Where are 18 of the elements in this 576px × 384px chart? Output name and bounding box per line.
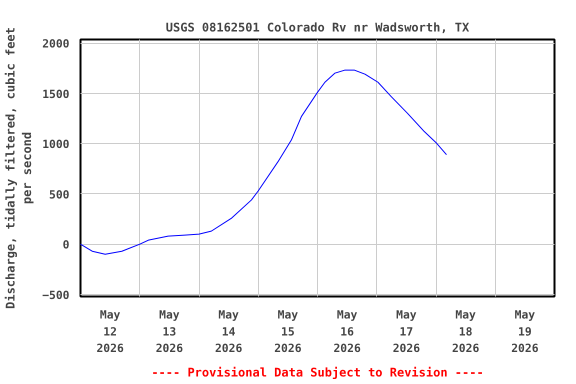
y-tick-label: 2000 bbox=[42, 36, 70, 51]
x-tick-label: May 19 2026 bbox=[511, 308, 539, 356]
y-axis-title: Discharge, tidally filtered, cubic feet per second bbox=[3, 27, 34, 309]
x-tick-label: May 15 2026 bbox=[274, 308, 302, 356]
x-tick-label: May 17 2026 bbox=[392, 308, 420, 356]
y-tick-label: 1000 bbox=[42, 137, 70, 152]
y-tick-label: 0 bbox=[62, 238, 70, 252]
x-tick-label: May 14 2026 bbox=[214, 308, 242, 356]
chart-title: USGS 08162501 Colorado Rv nr Wadsworth, TX bbox=[166, 20, 470, 34]
y-tick-label: 500 bbox=[49, 187, 70, 202]
x-tick-label: May 13 2026 bbox=[156, 308, 184, 356]
y-tick-label: −500 bbox=[42, 288, 70, 302]
y-tick-label: 1500 bbox=[42, 86, 70, 101]
x-tick-label: May 12 2026 bbox=[96, 308, 124, 356]
text: ---- Provisional Data Subject to Revision ---- bbox=[151, 366, 484, 380]
x-tick-label: May 18 2026 bbox=[452, 308, 480, 356]
x-tick-label: May 16 2026 bbox=[333, 308, 361, 356]
line-series bbox=[80, 70, 447, 255]
